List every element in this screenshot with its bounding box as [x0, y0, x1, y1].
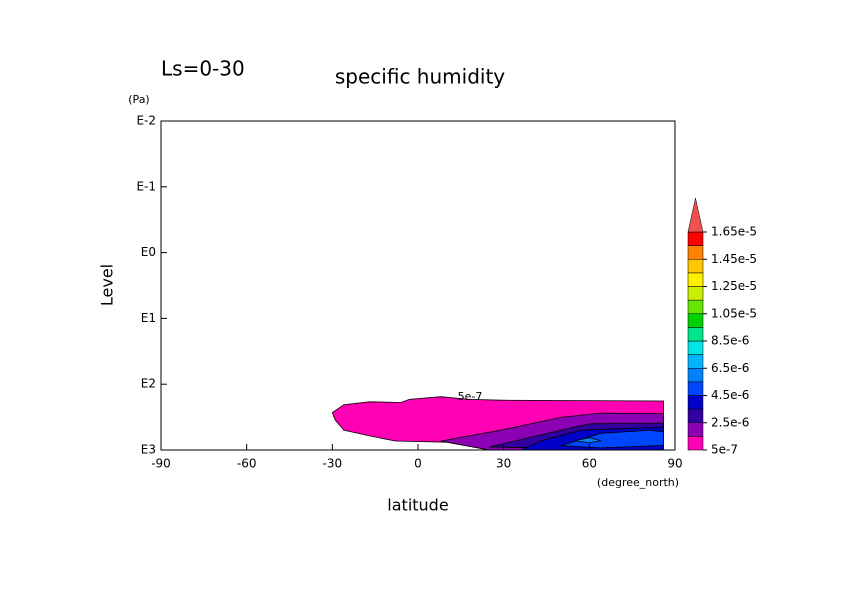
colorbar-label: 2.5e-6 — [711, 415, 749, 429]
colorbar-label: 1.05e-5 — [711, 306, 757, 320]
y-tick-label: E-1 — [136, 179, 156, 193]
colorbar-band — [687, 231, 704, 246]
y-tick-label: E3 — [141, 443, 156, 457]
x-tick-label: 0 — [414, 457, 422, 471]
x-tick-label: -90 — [151, 457, 171, 471]
contour-label: 5e-7 — [458, 390, 483, 403]
colorbar-band — [687, 272, 704, 287]
x-tick-label: -60 — [237, 457, 257, 471]
colorbar-label: 6.5e-6 — [711, 361, 749, 375]
colorbar-band — [687, 340, 704, 355]
colorbar-over — [687, 197, 704, 233]
y-tick-label: E-2 — [136, 114, 156, 128]
colorbar-band — [687, 381, 704, 396]
y-tick-label: E2 — [141, 377, 156, 391]
colorbar-band — [687, 299, 704, 314]
colorbar-band — [687, 286, 704, 301]
plot-area — [331, 396, 664, 450]
x-tick-label: 30 — [496, 457, 511, 471]
colorbar-label: 8.5e-6 — [711, 334, 749, 348]
x-axis-label: latitude — [387, 496, 448, 515]
colorbar-label: 1.65e-5 — [711, 225, 757, 239]
y-unit: (Pa) — [128, 93, 149, 106]
colorbar-band — [687, 245, 704, 260]
colorbar-label: 4.5e-6 — [711, 388, 749, 402]
y-tick-label: E0 — [141, 245, 156, 259]
y-tick-label: E1 — [141, 311, 156, 325]
colorbar-band — [687, 313, 704, 328]
colorbar-label: 5e-7 — [711, 443, 738, 457]
colorbar-band — [687, 327, 704, 342]
contour-region — [560, 429, 664, 449]
colorbar-band — [687, 368, 704, 383]
y-axis-label: Level — [98, 264, 117, 306]
colorbar-band — [687, 422, 704, 437]
contour-region — [575, 437, 601, 444]
colorbar-band — [687, 354, 704, 369]
x-tick-label: 90 — [667, 457, 682, 471]
colorbar-band — [687, 259, 704, 274]
colorbar-label: 1.25e-5 — [711, 279, 757, 293]
colorbar-band — [687, 395, 704, 410]
colorbar-label: 1.45e-5 — [711, 252, 757, 266]
colorbar-band — [687, 436, 704, 451]
x-tick-label: 60 — [582, 457, 597, 471]
subtitle: Ls=0-30 — [161, 57, 245, 81]
colorbar-band — [687, 408, 704, 423]
chart-title: specific humidity — [335, 65, 505, 89]
x-unit: (degree_north) — [597, 476, 679, 489]
x-tick-label: -30 — [323, 457, 343, 471]
